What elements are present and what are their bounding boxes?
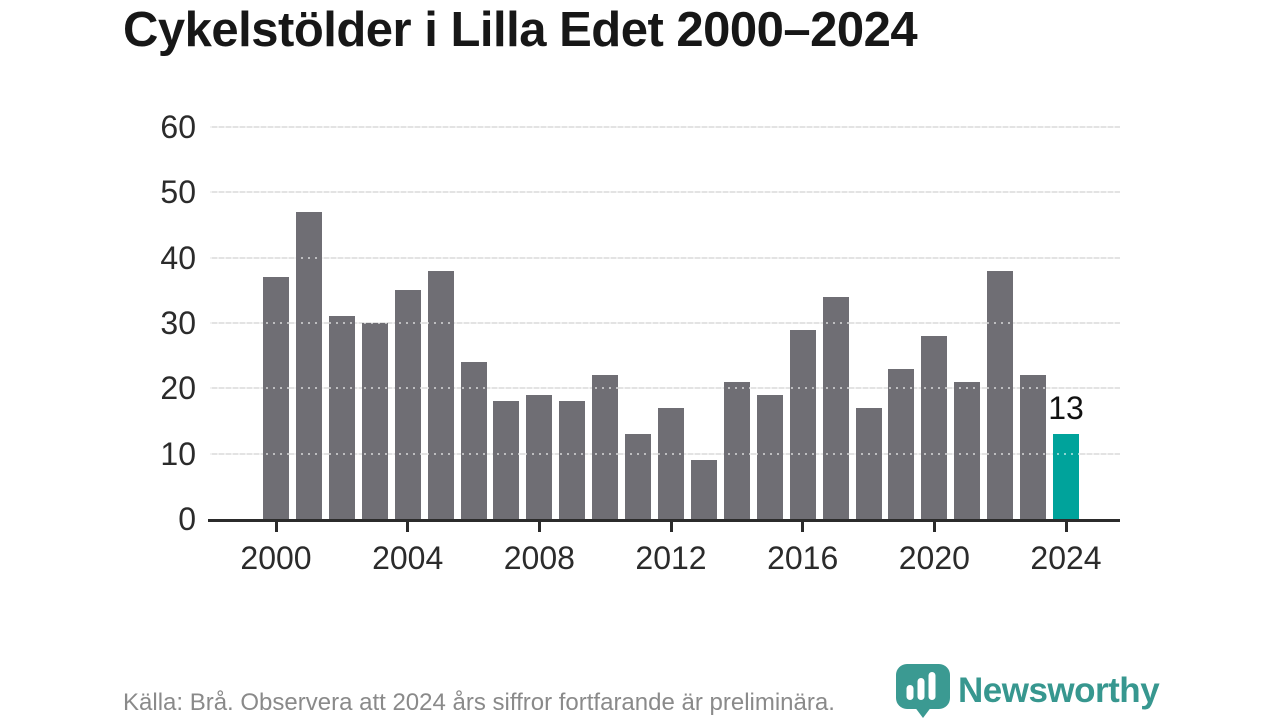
bar-2000 bbox=[263, 277, 289, 519]
bar-2015 bbox=[756, 394, 783, 519]
x-tick-2000 bbox=[274, 522, 278, 532]
gridline-dots-50 bbox=[210, 191, 1120, 194]
y-tick-label-60: 60 bbox=[160, 109, 196, 145]
bar-2009 bbox=[559, 401, 586, 519]
y-tick-label-0: 0 bbox=[178, 501, 196, 537]
gridline-dots-20 bbox=[210, 387, 1120, 390]
bar-2017 bbox=[822, 296, 849, 519]
x-tick-2012 bbox=[669, 522, 673, 532]
bar-2019 bbox=[888, 368, 915, 519]
bar-2004 bbox=[394, 290, 421, 519]
bar-2022 bbox=[987, 270, 1014, 519]
bar-2021 bbox=[954, 381, 981, 519]
gridline-dots-30 bbox=[210, 322, 1120, 324]
x-tick-2008 bbox=[537, 522, 541, 532]
x-tick-2024 bbox=[1064, 522, 1068, 532]
bar-2005 bbox=[427, 270, 454, 519]
bar-2002 bbox=[328, 316, 355, 519]
bar-2018 bbox=[855, 407, 882, 519]
x-tick-label-2000: 2000 bbox=[240, 540, 312, 576]
bar-2006 bbox=[460, 362, 487, 519]
y-tick-label-10: 10 bbox=[160, 435, 196, 472]
y-tick-label-50: 50 bbox=[160, 174, 196, 211]
bar-2014 bbox=[723, 381, 750, 519]
bar-2003 bbox=[361, 323, 388, 519]
footer-source-note: Källa: Brå. Observera att 2024 års siffr… bbox=[123, 689, 835, 716]
x-tick-label-2024: 2024 bbox=[1030, 540, 1102, 576]
bar-2016 bbox=[789, 329, 816, 519]
newsworthy-logo-text: Newsworthy bbox=[958, 671, 1160, 710]
gridline-dots-40 bbox=[210, 256, 1120, 259]
gridline-dots-60 bbox=[210, 126, 1120, 128]
x-tick-label-2016: 2016 bbox=[767, 540, 839, 576]
bar-2010 bbox=[592, 375, 619, 519]
bar-2023 bbox=[1020, 375, 1047, 519]
bar-2008 bbox=[526, 394, 553, 519]
page-title: Cykelstölder i Lilla Edet 2000–2024 bbox=[123, 3, 918, 57]
x-tick-label-2012: 2012 bbox=[635, 540, 707, 576]
y-tick-label-40: 40 bbox=[160, 239, 196, 276]
bar-2011 bbox=[625, 434, 652, 519]
bar-2013 bbox=[690, 460, 717, 519]
bar-2020 bbox=[921, 336, 948, 519]
gridline-dots-10 bbox=[210, 452, 1120, 455]
plot-area bbox=[210, 126, 1120, 519]
newsworthy-bar-chart-bubble-icon bbox=[896, 664, 950, 718]
x-axis-line bbox=[208, 519, 1120, 522]
newsworthy-logo: Newsworthy bbox=[896, 664, 1160, 718]
bar-2001 bbox=[295, 211, 322, 519]
y-tick-label-20: 20 bbox=[160, 370, 196, 407]
bar-2007 bbox=[493, 401, 520, 519]
x-tick-2016 bbox=[801, 522, 805, 532]
x-tick-label-2008: 2008 bbox=[503, 540, 575, 576]
x-tick-2020 bbox=[932, 522, 936, 532]
x-tick-label-2020: 2020 bbox=[898, 540, 970, 576]
y-tick-label-30: 30 bbox=[160, 305, 196, 341]
bar-2012 bbox=[658, 407, 684, 519]
bar-2024 bbox=[1053, 434, 1079, 519]
x-tick-label-2004: 2004 bbox=[372, 540, 444, 576]
x-tick-2004 bbox=[406, 522, 410, 532]
highlight-value-label: 13 bbox=[1048, 390, 1084, 427]
